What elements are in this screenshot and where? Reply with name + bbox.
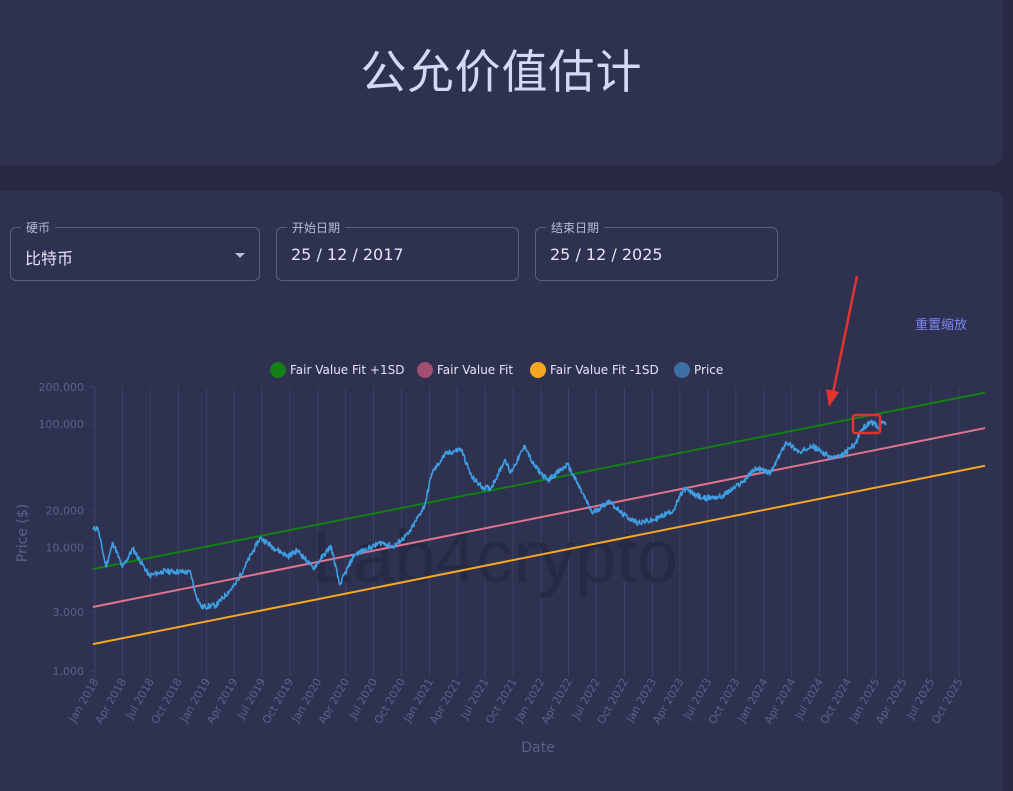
highlight-box bbox=[851, 413, 882, 435]
chart-legend: Fair Value Fit +1SD Fair Value Fit Fair … bbox=[0, 362, 1013, 382]
coin-select[interactable]: 硬币 比特币 bbox=[10, 219, 260, 281]
y-tick-label: 10,000 bbox=[46, 542, 85, 555]
legend-swatch-price bbox=[674, 362, 690, 378]
start-date-value[interactable]: 25 / 12 / 2017 bbox=[291, 245, 404, 264]
y-tick-label: 100,000 bbox=[39, 418, 85, 431]
coin-select-label: 硬币 bbox=[21, 219, 56, 236]
y-axis-ticks: 1,000 3,000 10,000 20,000 100,000 200,000 bbox=[39, 381, 85, 678]
y-tick-label: 20,000 bbox=[46, 504, 85, 517]
legend-item-upper[interactable]: Fair Value Fit +1SD bbox=[270, 362, 404, 378]
legend-item-price[interactable]: Price bbox=[674, 362, 723, 378]
start-date-label: 开始日期 bbox=[287, 219, 346, 236]
annotation-arrow-shaft bbox=[831, 275, 859, 394]
y-tick-label: 3,000 bbox=[53, 606, 85, 619]
y-tick-label: 1,000 bbox=[53, 665, 85, 678]
legend-label-lower: Fair Value Fit -1SD bbox=[550, 363, 659, 377]
upper-sd-line bbox=[92, 391, 986, 571]
fair-value-line bbox=[92, 427, 986, 608]
coin-select-value: 比特币 bbox=[25, 249, 74, 268]
chart-annotations bbox=[826, 275, 882, 435]
annotation-arrow-head bbox=[826, 389, 839, 407]
legend-swatch-lower bbox=[530, 362, 546, 378]
y-tick-label: 200,000 bbox=[39, 381, 85, 394]
legend-item-lower[interactable]: Fair Value Fit -1SD bbox=[530, 362, 659, 378]
legend-label-fit: Fair Value Fit bbox=[437, 363, 514, 377]
chart-lines bbox=[92, 391, 986, 646]
price-line bbox=[92, 419, 887, 610]
legend-item-fit[interactable]: Fair Value Fit bbox=[417, 362, 513, 378]
legend-label-price: Price bbox=[694, 363, 724, 377]
chart-card bbox=[0, 191, 1003, 791]
y-axis-label: Price ($) bbox=[15, 504, 31, 562]
reset-zoom-button[interactable]: 重置缩放 bbox=[915, 318, 968, 333]
x-axis-label: Date bbox=[521, 740, 554, 756]
legend-label-upper: Fair Value Fit +1SD bbox=[290, 363, 405, 377]
page-title: 公允价值估计 bbox=[360, 45, 643, 99]
header-card bbox=[0, 0, 1003, 165]
chart-grid bbox=[90, 386, 960, 677]
legend-swatch-upper bbox=[270, 362, 286, 378]
watermark: Lab4crypto bbox=[312, 515, 678, 598]
end-date-value[interactable]: 25 / 12 / 2025 bbox=[550, 245, 663, 264]
lower-sd-line bbox=[92, 464, 986, 646]
legend-swatch-fit bbox=[417, 362, 433, 378]
chevron-down-icon[interactable] bbox=[235, 253, 245, 258]
end-date-field[interactable]: 结束日期 25 / 12 / 2025 bbox=[535, 219, 778, 281]
end-date-label: 结束日期 bbox=[546, 219, 605, 236]
start-date-field[interactable]: 开始日期 25 / 12 / 2017 bbox=[276, 219, 519, 281]
